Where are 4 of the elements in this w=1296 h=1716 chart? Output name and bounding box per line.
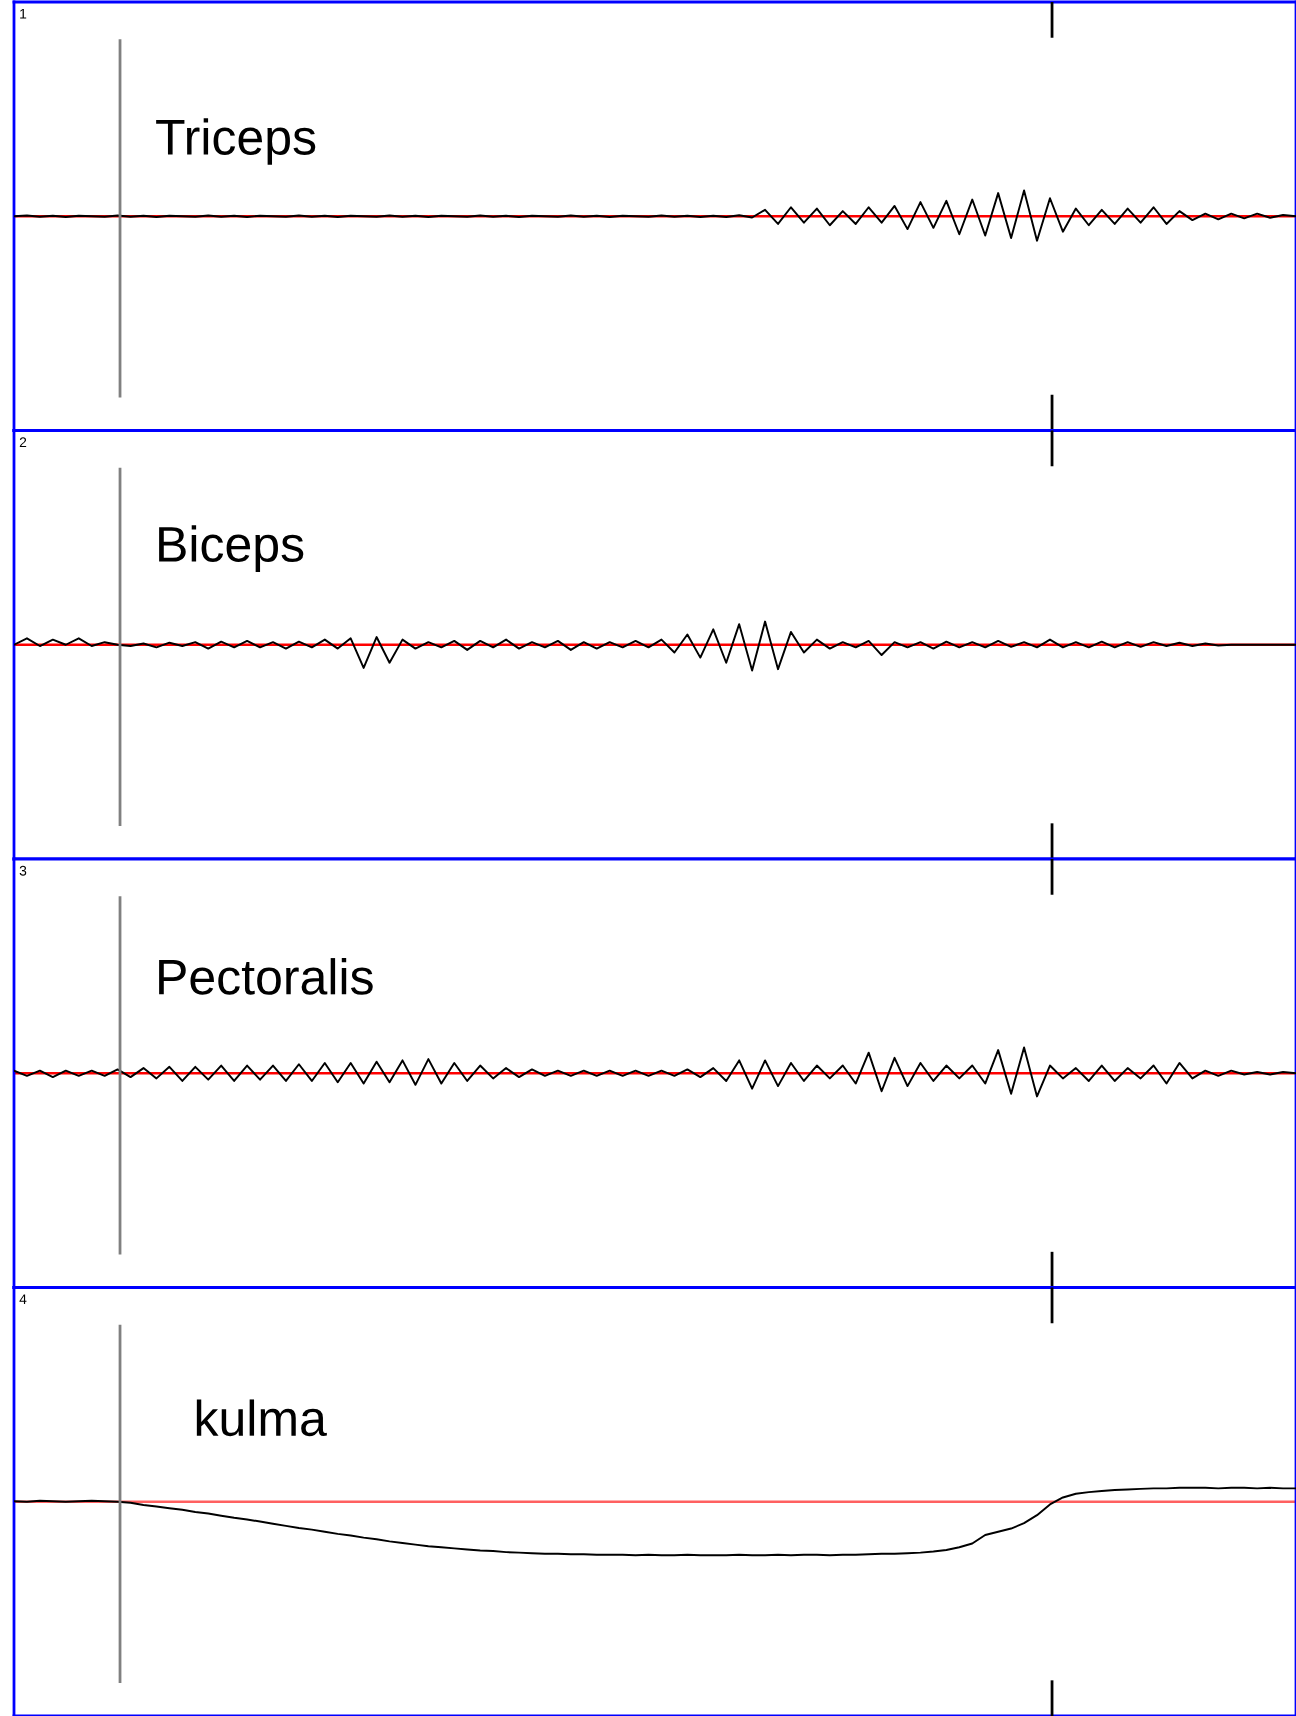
chart-title: Biceps (159, 525, 304, 572)
chart-title: kulma (196, 1399, 327, 1437)
chart-title: Triceps (156, 118, 316, 165)
chart-title: Pectoralis (159, 958, 373, 995)
